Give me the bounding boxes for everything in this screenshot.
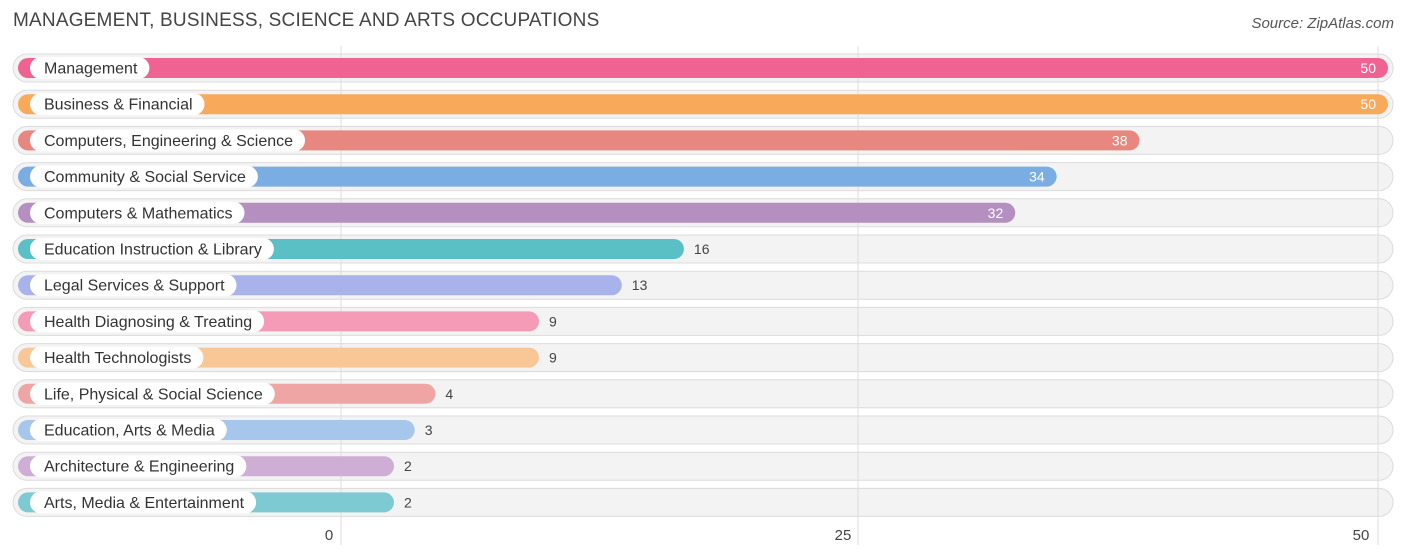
- value-label: 4: [445, 386, 453, 402]
- category-label: Business & Financial: [44, 97, 193, 114]
- value-label: 34: [1029, 169, 1045, 185]
- chart-title: MANAGEMENT, BUSINESS, SCIENCE AND ARTS O…: [13, 10, 600, 31]
- bar: [18, 58, 1388, 78]
- category-label-pill: [30, 346, 204, 369]
- category-label-pill: [30, 310, 265, 333]
- value-label: 38: [1112, 132, 1128, 148]
- category-label-pill: [30, 491, 257, 514]
- category-label: Computers, Engineering & Science: [44, 133, 293, 150]
- value-label: 50: [1360, 96, 1376, 112]
- bar: [18, 202, 1016, 223]
- x-axis-ticks: 0 25 50: [325, 527, 1370, 544]
- category-label-pill: [30, 129, 306, 152]
- category-label: Health Diagnosing & Treating: [44, 314, 252, 331]
- category-label-pill: [30, 419, 227, 441]
- value-label: 3: [425, 422, 433, 438]
- category-label: Architecture & Engineering: [44, 459, 234, 476]
- value-label: 2: [404, 458, 412, 474]
- category-label-pill: [30, 238, 274, 260]
- category-label-pill: [30, 274, 237, 297]
- category-label-pill: [30, 455, 247, 478]
- value-label: 16: [694, 241, 710, 257]
- category-label-pill: [30, 165, 258, 188]
- category-label: Legal Services & Support: [44, 278, 225, 295]
- value-label: 9: [549, 313, 557, 329]
- category-label-pill: [30, 93, 205, 116]
- category-label: Education Instruction & Library: [44, 242, 262, 259]
- category-label: Life, Physical & Social Science: [44, 386, 263, 403]
- value-label: 32: [988, 205, 1004, 221]
- bar: [18, 166, 1057, 187]
- bar: [18, 94, 1388, 115]
- category-label-pill: [30, 57, 150, 79]
- source-credit: Source: ZipAtlas.com: [1251, 15, 1394, 32]
- value-label: 50: [1360, 60, 1376, 76]
- x-tick-label: 25: [835, 527, 852, 544]
- x-tick-label: 50: [1353, 527, 1370, 544]
- category-label: Education, Arts & Media: [44, 423, 215, 440]
- category-label-pill: [30, 201, 245, 224]
- category-label: Arts, Media & Entertainment: [44, 495, 245, 512]
- category-label: Community & Social Service: [44, 169, 246, 186]
- category-label: Computers & Mathematics: [44, 205, 233, 222]
- bars: Management 50 Business & Financial 50 Comput…: [18, 57, 1388, 514]
- category-label-pill: [30, 382, 275, 405]
- value-label: 9: [549, 350, 557, 366]
- value-label: 13: [632, 277, 648, 293]
- value-label: 2: [404, 494, 412, 510]
- category-label: Health Technologists: [44, 350, 191, 367]
- category-label: Management: [44, 61, 138, 78]
- x-tick-label: 0: [325, 527, 333, 544]
